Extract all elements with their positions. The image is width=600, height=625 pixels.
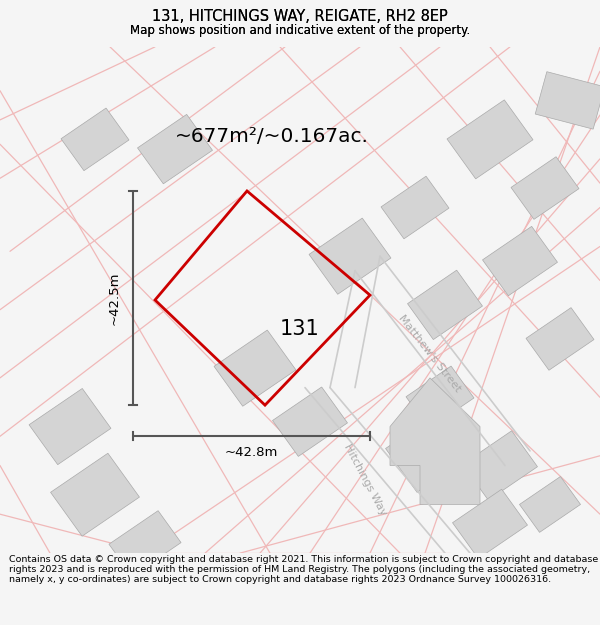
Polygon shape	[452, 489, 527, 559]
Text: ~42.8m: ~42.8m	[225, 446, 278, 459]
Polygon shape	[381, 176, 449, 239]
Polygon shape	[463, 431, 538, 500]
Text: ~42.5m: ~42.5m	[108, 271, 121, 325]
Polygon shape	[109, 511, 181, 576]
Polygon shape	[272, 387, 347, 456]
Text: Hitchings Way: Hitchings Way	[342, 442, 388, 518]
Polygon shape	[61, 108, 129, 171]
Polygon shape	[50, 453, 139, 536]
Polygon shape	[214, 330, 296, 406]
Polygon shape	[407, 270, 482, 339]
Text: Map shows position and indicative extent of the property.: Map shows position and indicative extent…	[130, 24, 470, 36]
Text: 131, HITCHINGS WAY, REIGATE, RH2 8EP: 131, HITCHINGS WAY, REIGATE, RH2 8EP	[152, 9, 448, 24]
Polygon shape	[309, 218, 391, 294]
Text: Map shows position and indicative extent of the property.: Map shows position and indicative extent…	[130, 24, 470, 36]
Text: Matthew's Street: Matthew's Street	[397, 313, 463, 394]
Polygon shape	[447, 100, 533, 179]
Polygon shape	[386, 409, 475, 492]
Text: 131, HITCHINGS WAY, REIGATE, RH2 8EP: 131, HITCHINGS WAY, REIGATE, RH2 8EP	[152, 9, 448, 24]
Polygon shape	[29, 389, 111, 464]
Polygon shape	[390, 378, 480, 504]
Polygon shape	[137, 114, 212, 184]
Text: ~677m²/~0.167ac.: ~677m²/~0.167ac.	[175, 127, 369, 146]
Polygon shape	[520, 476, 581, 532]
Polygon shape	[511, 157, 579, 219]
Text: 131: 131	[280, 319, 320, 339]
Polygon shape	[526, 308, 594, 370]
Text: Contains OS data © Crown copyright and database right 2021. This information is : Contains OS data © Crown copyright and d…	[9, 554, 598, 584]
Polygon shape	[482, 226, 557, 296]
Polygon shape	[406, 366, 474, 429]
Polygon shape	[535, 72, 600, 129]
